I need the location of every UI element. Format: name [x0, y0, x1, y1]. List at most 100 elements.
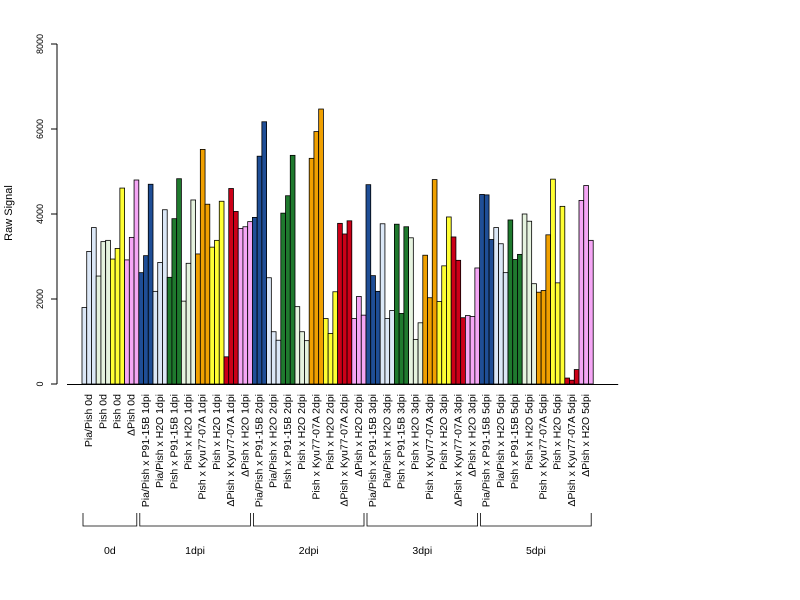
x-tick-label: Pish x P91-15B 3dpi	[396, 394, 408, 489]
x-tick-label: ΔPish x H2O 5dpi	[580, 394, 592, 477]
bar	[346, 220, 353, 385]
x-tick-label: Pish x H2O 2dpi	[325, 394, 337, 470]
bar	[114, 248, 121, 385]
bar	[204, 203, 211, 385]
bar	[100, 241, 107, 385]
bar	[455, 259, 462, 385]
bar	[526, 220, 533, 385]
x-tick-label: Pish x Kyu77-07A 3dpi	[424, 394, 436, 500]
x-tick-label: Pia/Pish x P91-15B 1dpi	[140, 394, 152, 507]
bar	[133, 179, 140, 385]
bar	[337, 222, 343, 385]
x-tick-label: Pia/Pish x H2O 5dpi	[495, 394, 507, 488]
y-tick-label: 2000	[35, 289, 45, 309]
bar	[95, 275, 102, 385]
bar	[86, 250, 92, 385]
x-tick-label: ΔPish x Kyu77-07A 5dpi	[566, 394, 578, 507]
bar	[460, 317, 466, 385]
bar	[228, 188, 234, 385]
bar	[285, 195, 291, 385]
bar	[110, 258, 116, 385]
x-tick-labels: Pia/Pish 0d Pish 0d Pish 0d ΔPish 0d Pia/Pis…	[83, 394, 592, 507]
x-tick-label: Pish x H2O 5dpi	[523, 394, 535, 470]
y-tick-label: 4000	[35, 204, 45, 224]
bar	[105, 239, 111, 385]
bar	[171, 218, 178, 385]
x-tick-label: Pia/Pish x P91-15B 3dpi	[367, 394, 379, 507]
group-bracket	[139, 513, 251, 527]
bar	[573, 369, 580, 385]
bar	[280, 212, 286, 385]
bar	[176, 178, 182, 385]
bar	[412, 338, 419, 385]
bar	[304, 340, 310, 385]
bar	[564, 377, 570, 385]
bar	[147, 183, 154, 385]
bars	[81, 108, 594, 385]
bar	[356, 296, 362, 385]
bar	[209, 246, 215, 385]
group-brackets: 0d 1dpi 2dpi 3dpi 5dpi	[82, 513, 592, 557]
bar	[517, 253, 523, 385]
bar	[488, 239, 495, 385]
group-label: 2dpi	[299, 545, 319, 557]
bar	[81, 307, 88, 385]
bar	[554, 282, 561, 385]
x-tick-label: Pia/Pish 0d	[83, 394, 95, 447]
bar	[398, 313, 405, 385]
bar	[436, 301, 443, 385]
bar	[256, 155, 263, 385]
bar	[375, 290, 381, 385]
bar	[270, 331, 277, 385]
bar	[464, 315, 471, 385]
x-tick-label: Pish x Kyu77-07A 2dpi	[310, 394, 322, 500]
bar	[190, 199, 196, 385]
bar	[308, 157, 315, 385]
bar	[559, 205, 566, 385]
y-axis: 0 2000 4000 6000 8000	[35, 34, 58, 387]
group-label: 5dpi	[526, 545, 546, 557]
bar	[195, 253, 201, 385]
bar	[327, 333, 334, 385]
bar	[393, 223, 400, 385]
x-tick-label: Pia/Pish x H2O 1dpi	[154, 394, 166, 488]
x-tick-label: Pia/Pish x P91-15B 5dpi	[481, 394, 493, 507]
bar	[493, 227, 499, 385]
bar	[261, 121, 267, 385]
group-bracket	[82, 513, 138, 527]
bar	[332, 291, 338, 385]
group-label: 1dpi	[185, 545, 205, 557]
bar	[569, 379, 575, 385]
bar	[237, 228, 244, 385]
bar	[408, 237, 414, 385]
bar	[365, 184, 372, 385]
bar	[427, 297, 433, 385]
x-tick-label: Pish x H2O 1dpi	[183, 394, 195, 470]
y-tick-label: 0	[35, 381, 45, 386]
bar	[446, 216, 452, 385]
bar	[152, 290, 159, 385]
bar	[479, 194, 485, 385]
y-tick-label: 6000	[35, 119, 45, 139]
bar	[403, 226, 409, 385]
bar	[578, 199, 585, 385]
bar	[162, 209, 168, 385]
group-bracket	[366, 513, 478, 527]
bar	[384, 318, 391, 385]
bar	[266, 277, 272, 385]
x-tick-label: Pish x H2O 1dpi	[211, 394, 223, 470]
bar	[540, 290, 547, 385]
bar	[218, 200, 225, 385]
bar	[360, 314, 367, 385]
bar	[588, 239, 594, 385]
bar	[531, 283, 537, 385]
bar	[417, 322, 424, 385]
bar	[389, 310, 395, 385]
bar	[318, 108, 324, 385]
x-tick-label: ΔPish x Kyu77-07A 1dpi	[225, 394, 237, 507]
group-label: 3dpi	[412, 545, 432, 557]
x-tick-label: Pish x Kyu77-07A 1dpi	[197, 394, 209, 500]
bar	[341, 233, 348, 385]
bar	[233, 211, 239, 385]
bar	[185, 262, 192, 385]
